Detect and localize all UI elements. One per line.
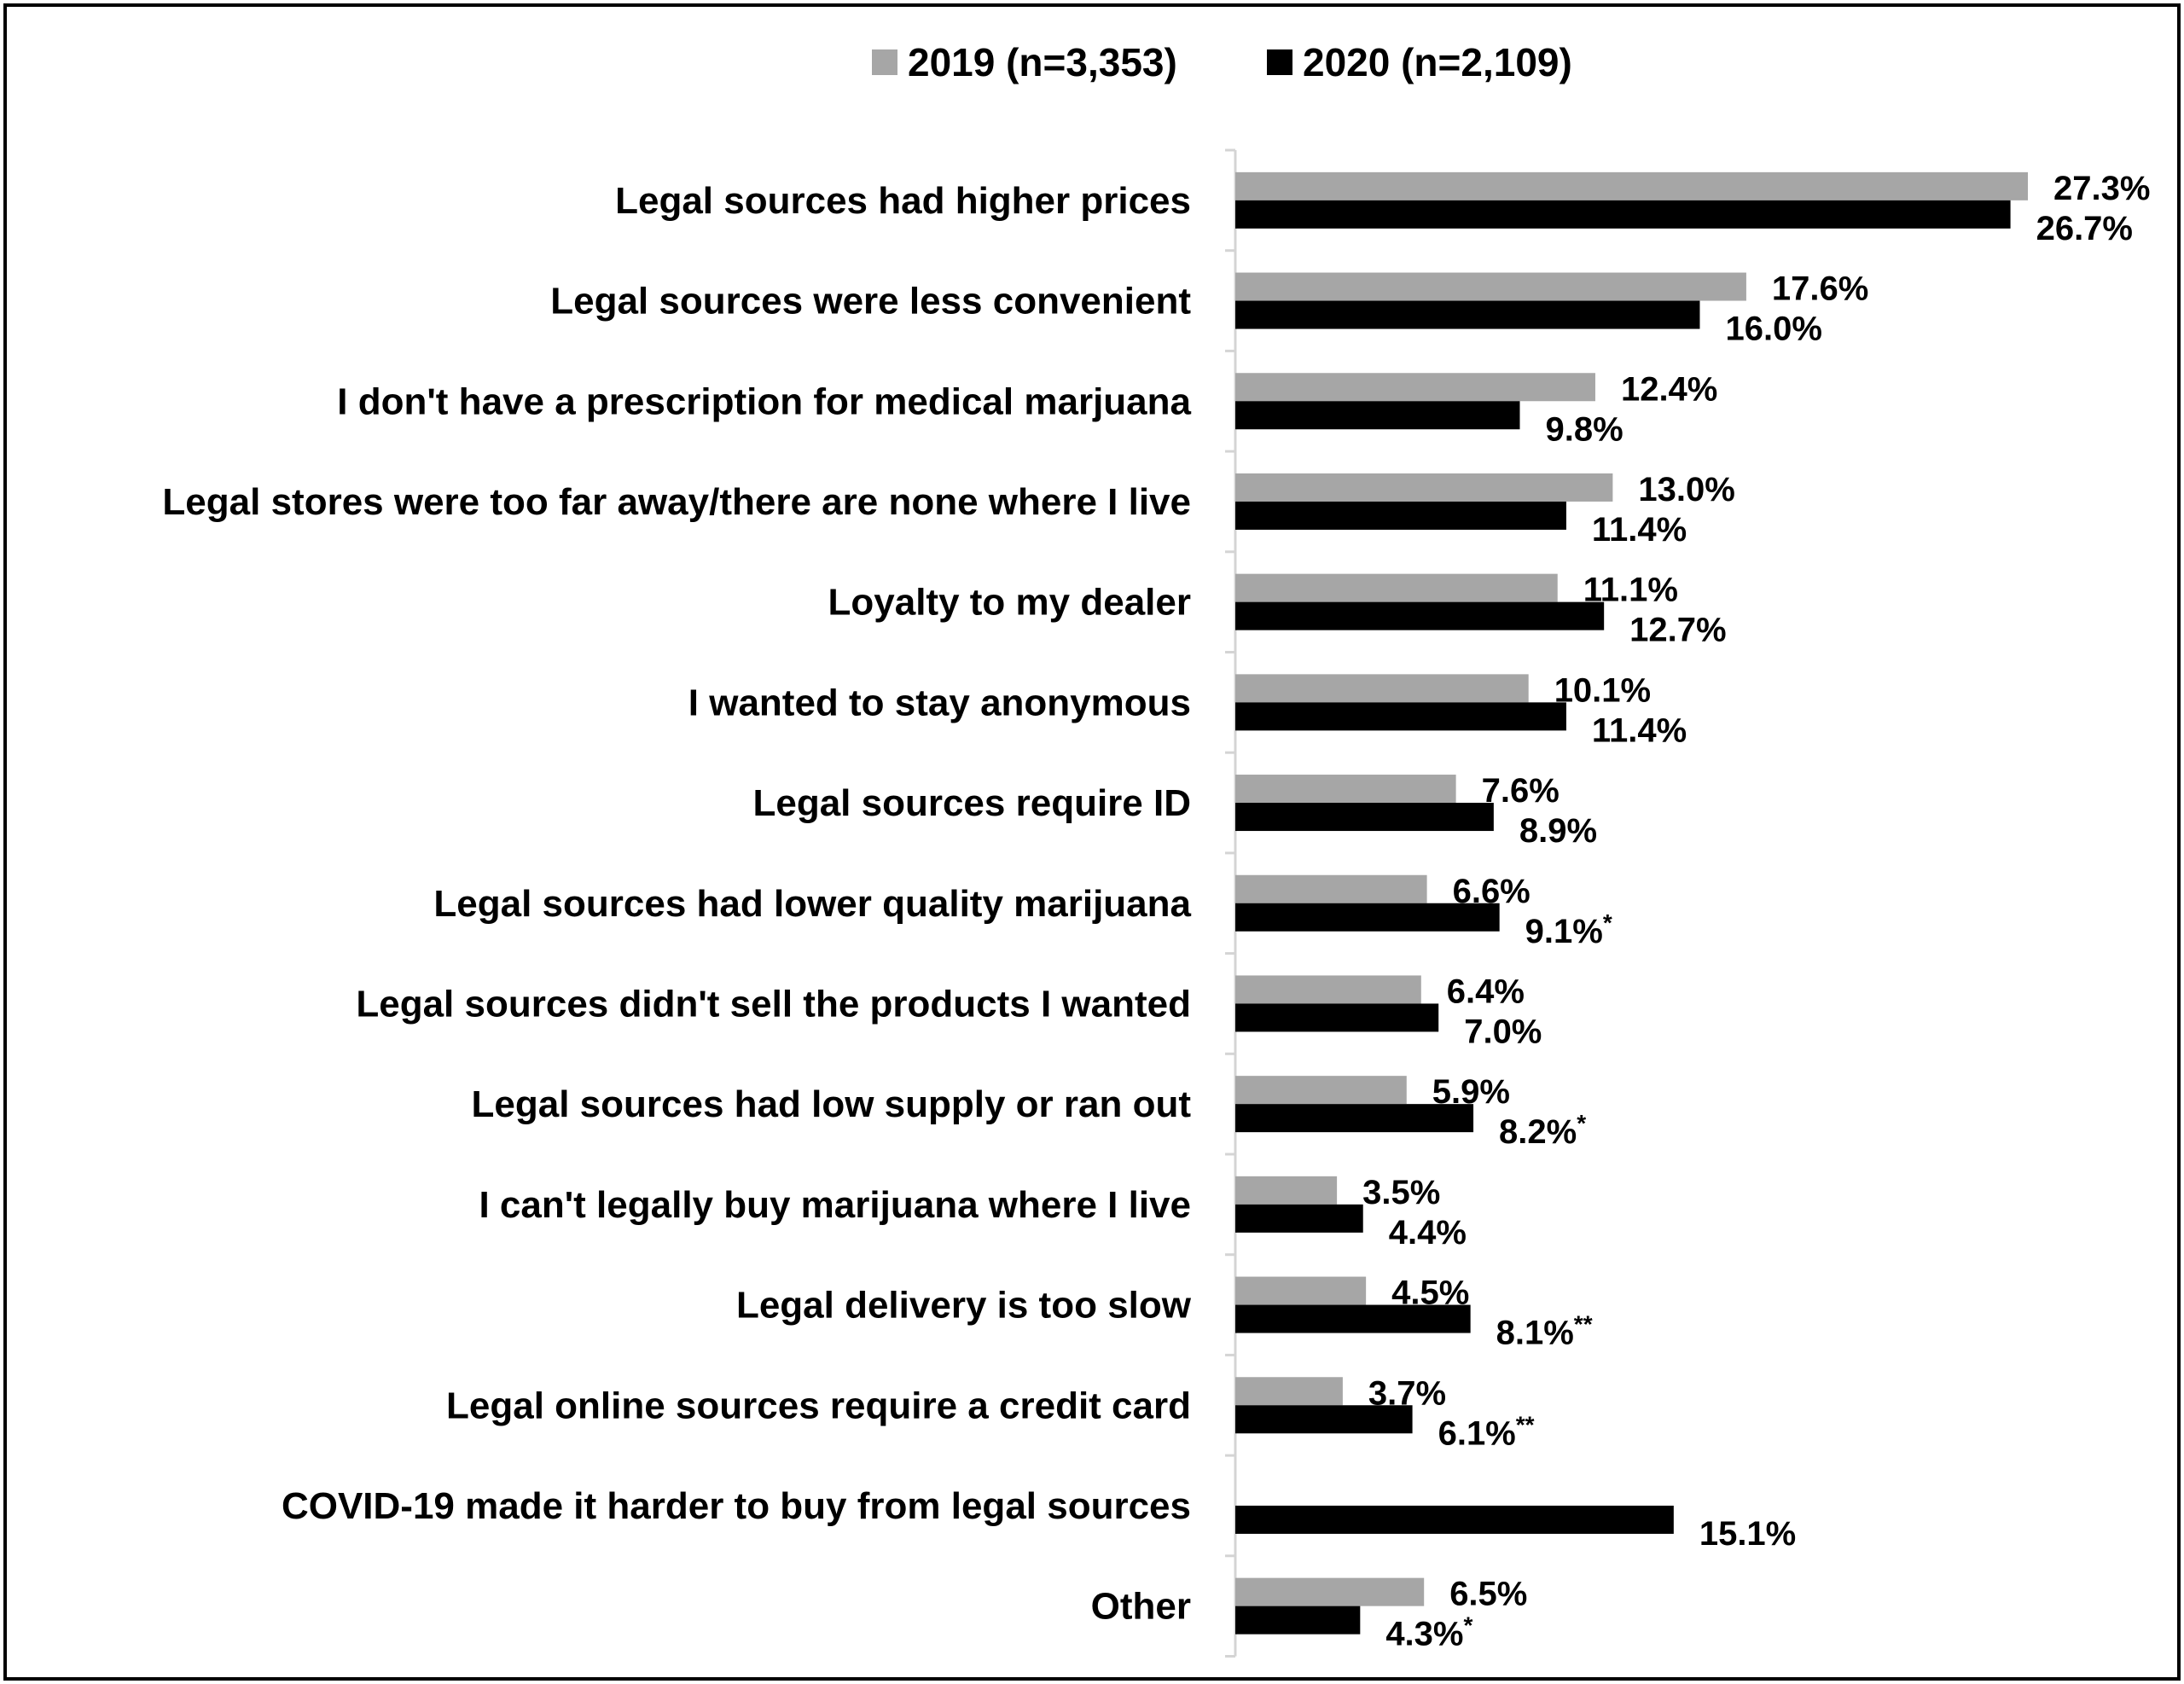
bar-2019-legal-sources-had-low-supply-or-ran-out [1235, 1076, 1407, 1105]
bar-2019-i-can-t-legally-buy-marijuana-where-i-live [1235, 1176, 1338, 1205]
category-label-legal-online-sources-require-a-credit-card: Legal online sources require a credit ca… [446, 1385, 1191, 1426]
bar-2020-loyalty-to-my-dealer [1235, 601, 1605, 630]
bar-2020-i-can-t-legally-buy-marijuana-where-i-live [1235, 1204, 1363, 1233]
value-label-2019-i-can-t-legally-buy-marijuana-where-i-live: 3.5% [1362, 1174, 1440, 1211]
category-label-legal-stores-were-too-far-away-there-are-none-where-i-live: Legal stores were too far away/there are… [162, 481, 1191, 523]
legend-label-2019: 2019 (n=3,353) [908, 40, 1177, 84]
chart-frame [3, 3, 2181, 1681]
value-label-2020-i-can-t-legally-buy-marijuana-where-i-live: 4.4% [1389, 1214, 1467, 1251]
bar-2020-legal-online-sources-require-a-credit-card [1235, 1405, 1413, 1434]
bar-2020-legal-sources-had-lower-quality-marijuana [1235, 903, 1500, 932]
category-label-legal-sources-had-lower-quality-marijuana: Legal sources had lower quality marijuan… [433, 883, 1191, 925]
category-label-i-wanted-to-stay-anonymous: I wanted to stay anonymous [688, 682, 1191, 723]
bar-2020-legal-sources-require-id [1235, 803, 1494, 832]
legend: 2019 (n=3,353) 2020 (n=2,109) [872, 40, 1572, 84]
value-label-2020-legal-sources-require-id: 8.9% [1519, 812, 1597, 850]
value-label-2020-legal-sources-were-less-convenient: 16.0% [1725, 311, 1821, 348]
category-label-covid-19-made-it-harder-to-buy-from-legal-sources: COVID-19 made it harder to buy from lega… [282, 1485, 1191, 1527]
bar-2019-legal-stores-were-too-far-away-there-are-none-where-i-live [1235, 473, 1613, 502]
value-label-2020-legal-sources-had-higher-prices: 26.7% [2036, 210, 2133, 247]
value-label-2020-legal-delivery-is-too-slow: 8.1%** [1496, 1311, 1593, 1352]
value-label-2019-legal-sources-had-low-supply-or-ran-out: 5.9% [1432, 1073, 1510, 1111]
bars [1235, 171, 2028, 1635]
value-label-2019-legal-sources-didn-t-sell-the-products-i-wanted: 6.4% [1447, 973, 1525, 1010]
bar-2019-legal-sources-require-id [1235, 775, 1456, 804]
category-label-legal-sources-were-less-convenient: Legal sources were less convenient [550, 281, 1191, 322]
bar-2019-legal-delivery-is-too-slow [1235, 1276, 1367, 1305]
category-label-legal-sources-had-low-supply-or-ran-out: Legal sources had low supply or ran out [472, 1083, 1192, 1125]
value-label-2019-legal-sources-had-lower-quality-marijuana: 6.6% [1453, 873, 1531, 910]
value-label-2019-legal-sources-require-id: 7.6% [1482, 772, 1560, 810]
value-label-2019-i-wanted-to-stay-anonymous: 10.1% [1554, 671, 1651, 709]
value-label-2020-legal-sources-didn-t-sell-the-products-i-wanted: 7.0% [1464, 1013, 1542, 1050]
value-label-2019-legal-sources-had-higher-prices: 27.3% [2053, 170, 2150, 207]
bar-2020-i-wanted-to-stay-anonymous [1235, 702, 1566, 731]
category-label-i-don-t-have-a-prescription-for-medical-marjuana: I don't have a prescription for medical … [337, 380, 1191, 422]
category-label-legal-delivery-is-too-slow: Legal delivery is too slow [736, 1285, 1192, 1327]
bar-2019-i-wanted-to-stay-anonymous [1235, 674, 1529, 703]
bar-2020-other [1235, 1606, 1361, 1635]
bar-2020-legal-stores-were-too-far-away-there-are-none-where-i-live [1235, 501, 1566, 530]
category-labels: Legal sources had higher prices Legal sou… [162, 180, 1191, 1628]
category-label-legal-sources-require-id: Legal sources require ID [752, 782, 1191, 824]
value-label-2020-covid-19-made-it-harder-to-buy-from-legal-sources: 15.1% [1699, 1515, 1796, 1553]
category-label-legal-sources-had-higher-prices: Legal sources had higher prices [615, 180, 1191, 222]
bar-2020-legal-sources-didn-t-sell-the-products-i-wanted [1235, 1003, 1439, 1032]
value-label-2019-legal-delivery-is-too-slow: 4.5% [1391, 1275, 1469, 1312]
bar-2019-legal-sources-had-lower-quality-marijuana [1235, 874, 1427, 903]
value-label-2019-i-don-t-have-a-prescription-for-medical-marjuana: 12.4% [1621, 370, 1717, 408]
bar-2020-legal-delivery-is-too-slow [1235, 1304, 1471, 1333]
value-label-2020-legal-sources-had-lower-quality-marijuana: 9.1%* [1525, 909, 1612, 950]
value-label-2019-legal-online-sources-require-a-credit-card: 3.7% [1368, 1374, 1446, 1412]
bar-2019-legal-sources-had-higher-prices [1235, 171, 2028, 200]
bar-2020-legal-sources-had-higher-prices [1235, 200, 2011, 229]
value-label-2020-i-don-t-have-a-prescription-for-medical-marjuana: 9.8% [1545, 410, 1623, 448]
legend-swatch-2019 [872, 49, 897, 75]
legend-swatch-2020 [1267, 49, 1292, 75]
bar-2019-i-don-t-have-a-prescription-for-medical-marjuana [1235, 373, 1595, 402]
value-label-2020-legal-stores-were-too-far-away-there-are-none-where-i-live: 11.4% [1592, 511, 1687, 549]
value-label-2019-other: 6.5% [1449, 1576, 1527, 1613]
bar-2020-legal-sources-had-low-supply-or-ran-out [1235, 1104, 1474, 1133]
value-label-2020-i-wanted-to-stay-anonymous: 11.4% [1592, 711, 1687, 749]
bar-2020-legal-sources-were-less-convenient [1235, 300, 1700, 329]
category-label-legal-sources-didn-t-sell-the-products-i-wanted: Legal sources didn't sell the products I… [356, 983, 1191, 1025]
category-label-other: Other [1091, 1586, 1191, 1628]
value-label-2020-other: 4.3%* [1385, 1612, 1472, 1653]
bar-2019-other [1235, 1577, 1425, 1606]
value-label-2019-legal-sources-were-less-convenient: 17.6% [1772, 270, 1868, 308]
legend-label-2020: 2020 (n=2,109) [1303, 40, 1572, 84]
value-label-2019-legal-stores-were-too-far-away-there-are-none-where-i-live: 13.0% [1638, 471, 1734, 508]
bar-2019-legal-sources-were-less-convenient [1235, 272, 1746, 301]
bar-2019-legal-sources-didn-t-sell-the-products-i-wanted [1235, 975, 1421, 1004]
bar-2020-i-don-t-have-a-prescription-for-medical-marjuana [1235, 401, 1520, 430]
value-label-2020-legal-online-sources-require-a-credit-card: 6.1%** [1438, 1411, 1535, 1452]
value-label-2019-loyalty-to-my-dealer: 11.1% [1583, 572, 1678, 609]
bar-2020-covid-19-made-it-harder-to-buy-from-legal-sources [1235, 1505, 1674, 1534]
category-label-loyalty-to-my-dealer: Loyalty to my dealer [828, 582, 1191, 624]
value-label-2020-loyalty-to-my-dealer: 12.7% [1629, 612, 1726, 649]
bar-2019-loyalty-to-my-dealer [1235, 573, 1558, 602]
category-label-i-can-t-legally-buy-marijuana-where-i-live: I can't legally buy marijuana where I li… [479, 1184, 1191, 1226]
value-labels: 27.3%26.7%17.6%16.0%12.4%9.8%13.0%11.4%1… [1362, 170, 2150, 1653]
value-label-2020-legal-sources-had-low-supply-or-ran-out: 8.2%* [1499, 1110, 1586, 1151]
bar-2019-legal-online-sources-require-a-credit-card [1235, 1377, 1343, 1406]
